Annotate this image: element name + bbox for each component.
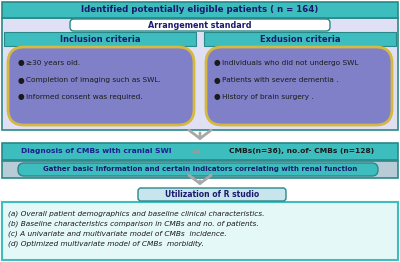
- Text: ●: ●: [18, 58, 25, 68]
- Text: Identified potentially eligible patients ( n = 164): Identified potentially eligible patients…: [81, 6, 319, 14]
- FancyBboxPatch shape: [8, 47, 194, 125]
- Text: ●: ●: [18, 92, 25, 101]
- Text: Individuals who did not undergo SWL: Individuals who did not undergo SWL: [222, 60, 358, 66]
- FancyBboxPatch shape: [70, 19, 330, 31]
- Text: Inclusion criteria: Inclusion criteria: [60, 35, 140, 43]
- Bar: [204, 32, 396, 46]
- Text: History of brain surgery .: History of brain surgery .: [222, 94, 314, 100]
- Bar: [2, 2, 398, 18]
- Text: Diagnosis of CMBs with cranial SWI: Diagnosis of CMBs with cranial SWI: [21, 149, 171, 155]
- Text: ●: ●: [18, 75, 25, 85]
- FancyBboxPatch shape: [18, 163, 378, 176]
- Text: ●: ●: [214, 58, 221, 68]
- Text: ⇒: ⇒: [192, 146, 200, 156]
- FancyBboxPatch shape: [206, 47, 392, 125]
- Bar: [2, 202, 398, 260]
- Bar: [2, 18, 398, 130]
- Text: CMBs(n=36), no.of- CMBs (n=128): CMBs(n=36), no.of- CMBs (n=128): [230, 149, 374, 155]
- Bar: [2, 143, 398, 160]
- Bar: [4, 32, 196, 46]
- Text: ●: ●: [214, 75, 221, 85]
- Text: (d) Optimized multivariate model of CMBs  morbidity.: (d) Optimized multivariate model of CMBs…: [8, 241, 204, 247]
- Text: (c) A univariate and multivariate model of CMBs  incidence.: (c) A univariate and multivariate model …: [8, 231, 227, 237]
- Text: Exdusion criteria: Exdusion criteria: [260, 35, 340, 43]
- Text: Utilization of R studio: Utilization of R studio: [165, 190, 259, 199]
- Text: Patients with severe dementia .: Patients with severe dementia .: [222, 77, 339, 83]
- Text: Arrangement standard: Arrangement standard: [148, 20, 252, 30]
- Text: ●: ●: [214, 92, 221, 101]
- Text: Informed consent was required.: Informed consent was required.: [26, 94, 143, 100]
- Text: ≥30 years old.: ≥30 years old.: [26, 60, 80, 66]
- Bar: [2, 161, 398, 178]
- Text: Completion of imaging such as SWL.: Completion of imaging such as SWL.: [26, 77, 161, 83]
- Text: (a) Overall patient demographics and baseline clinical characteristics.: (a) Overall patient demographics and bas…: [8, 211, 264, 217]
- Text: (b) Baseline characteristics comparison in CMBs and no. of patients.: (b) Baseline characteristics comparison …: [8, 221, 259, 227]
- Text: Gather basic information and certain indicators correlating with renal function: Gather basic information and certain ind…: [43, 166, 357, 172]
- FancyBboxPatch shape: [138, 188, 286, 201]
